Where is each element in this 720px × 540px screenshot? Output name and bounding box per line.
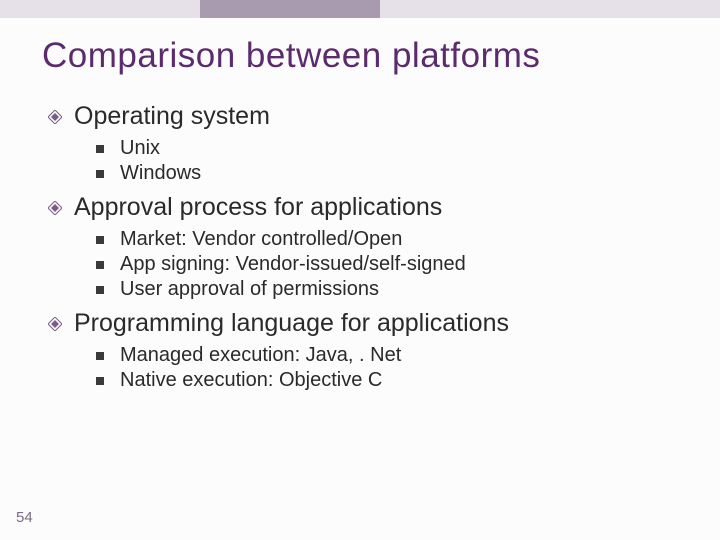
list-item: App signing: Vendor-issued/self-signed (96, 253, 684, 276)
list-item-text: Native execution: Objective C (120, 369, 382, 392)
list-item-text: Windows (120, 162, 201, 185)
slide-body: Comparison between platforms Operating s… (0, 18, 720, 540)
list-item: Market: Vendor controlled/Open (96, 228, 684, 251)
square-bullet-icon (96, 170, 104, 178)
section-heading: Operating system (48, 102, 684, 131)
section-heading-text: Operating system (74, 102, 270, 131)
square-bullet-icon (96, 261, 104, 269)
list-item-text: Market: Vendor controlled/Open (120, 228, 402, 251)
section: Approval process for applications Market:… (48, 193, 684, 301)
content-area: Operating system UnixWindows Approval proc… (48, 102, 684, 392)
section-heading-text: Approval process for applications (74, 193, 442, 222)
square-bullet-icon (96, 352, 104, 360)
section: Operating system UnixWindows (48, 102, 684, 185)
list-item-text: Managed execution: Java, . Net (120, 344, 401, 367)
diamond-icon (48, 317, 62, 331)
section-heading-text: Programming language for applications (74, 309, 509, 338)
section-heading: Approval process for applications (48, 193, 684, 222)
list-item: User approval of permissions (96, 278, 684, 301)
list-item: Unix (96, 137, 684, 160)
list-item: Windows (96, 162, 684, 185)
list-item-text: App signing: Vendor-issued/self-signed (120, 253, 466, 276)
list-item: Native execution: Objective C (96, 369, 684, 392)
square-bullet-icon (96, 145, 104, 153)
slide-title: Comparison between platforms (42, 36, 684, 76)
square-bullet-icon (96, 236, 104, 244)
section: Programming language for applications Man… (48, 309, 684, 392)
topbar-seg-1 (0, 0, 200, 18)
diamond-icon (48, 201, 62, 215)
square-bullet-icon (96, 286, 104, 294)
topbar-seg-3 (380, 0, 720, 18)
diamond-icon (48, 110, 62, 124)
list-item: Managed execution: Java, . Net (96, 344, 684, 367)
topbar-seg-2 (200, 0, 380, 18)
list-item-text: User approval of permissions (120, 278, 379, 301)
section-heading: Programming language for applications (48, 309, 684, 338)
square-bullet-icon (96, 377, 104, 385)
list-item-text: Unix (120, 137, 160, 160)
page-number: 54 (16, 509, 33, 526)
top-accent-bar (0, 0, 720, 18)
